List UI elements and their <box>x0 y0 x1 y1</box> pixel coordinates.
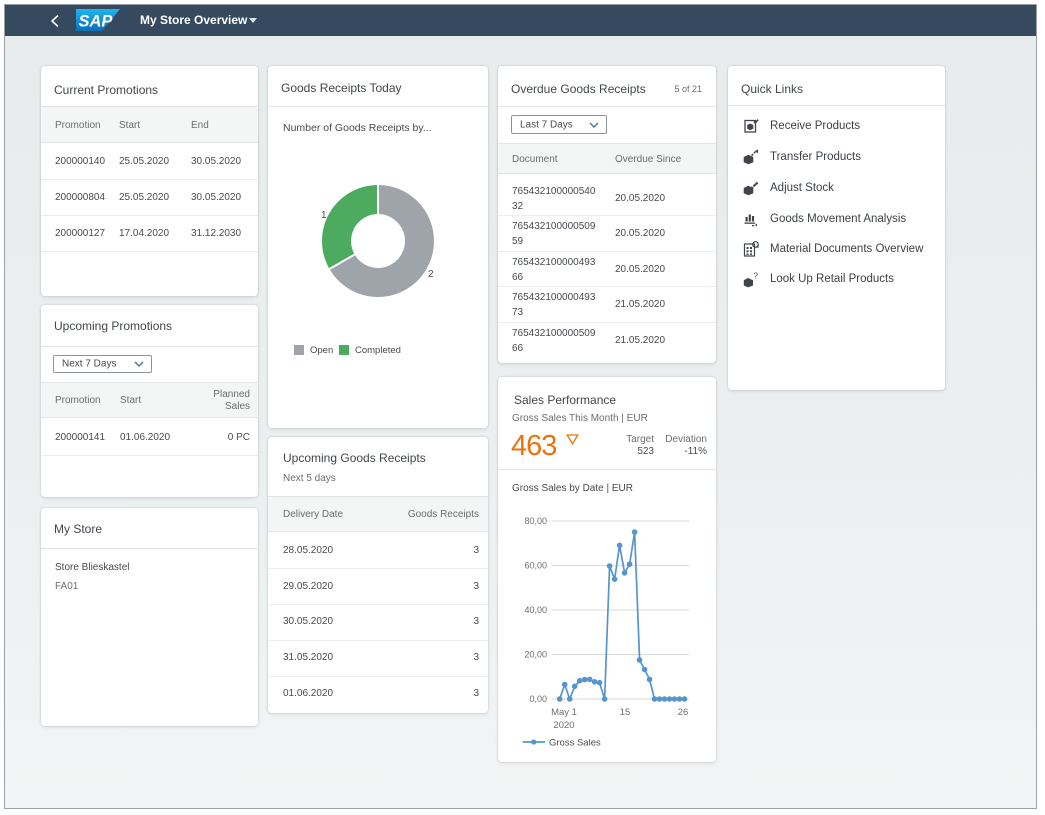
svg-text:20,00: 20,00 <box>524 650 547 660</box>
svg-text:80,00: 80,00 <box>524 516 547 526</box>
svg-text:Gross Sales: Gross Sales <box>549 738 601 749</box>
svg-text:26: 26 <box>678 707 689 718</box>
svg-text:60,00: 60,00 <box>524 561 547 571</box>
svg-text:15: 15 <box>620 707 631 718</box>
svg-text:May 1: May 1 <box>551 707 577 718</box>
svg-text:SAP: SAP <box>79 13 114 31</box>
svg-text:?: ? <box>754 272 759 281</box>
svg-text:0,00: 0,00 <box>529 694 547 704</box>
svg-text:40,00: 40,00 <box>524 605 547 615</box>
svg-text:2020: 2020 <box>553 720 574 731</box>
